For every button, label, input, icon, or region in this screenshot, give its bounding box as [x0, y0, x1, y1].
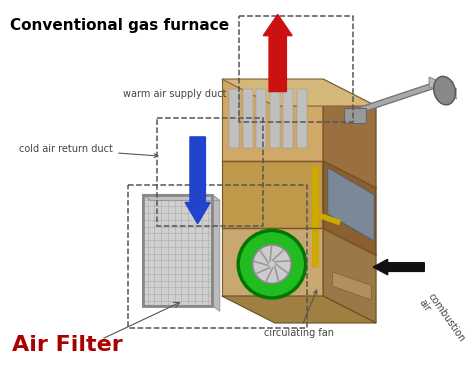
Polygon shape — [222, 161, 323, 229]
Polygon shape — [323, 79, 376, 188]
FancyArrow shape — [373, 259, 424, 275]
Polygon shape — [143, 195, 212, 306]
Text: Air Filter: Air Filter — [11, 335, 122, 355]
Circle shape — [253, 245, 291, 284]
Bar — [239, 17, 353, 123]
Polygon shape — [323, 161, 376, 256]
Polygon shape — [344, 108, 366, 123]
Polygon shape — [349, 82, 453, 111]
Bar — [143, 195, 212, 306]
Polygon shape — [429, 77, 463, 101]
Ellipse shape — [434, 76, 456, 105]
Polygon shape — [143, 195, 220, 200]
Polygon shape — [297, 89, 307, 149]
Polygon shape — [256, 89, 266, 149]
Polygon shape — [243, 89, 253, 149]
Text: combustion
air: combustion air — [417, 291, 467, 350]
FancyArrow shape — [263, 14, 292, 92]
FancyArrow shape — [185, 137, 210, 224]
Polygon shape — [283, 89, 293, 149]
Circle shape — [238, 230, 306, 298]
Polygon shape — [270, 89, 280, 149]
Polygon shape — [323, 229, 376, 323]
Bar — [128, 185, 307, 328]
Polygon shape — [222, 79, 323, 161]
Text: Conventional gas furnace: Conventional gas furnace — [9, 18, 229, 33]
Text: circulating fan: circulating fan — [264, 290, 334, 338]
Polygon shape — [222, 229, 323, 296]
Polygon shape — [333, 272, 371, 300]
Polygon shape — [328, 168, 374, 241]
Polygon shape — [222, 79, 376, 106]
Polygon shape — [222, 296, 376, 323]
Text: cold air return duct: cold air return duct — [19, 144, 158, 158]
Polygon shape — [212, 195, 220, 311]
Polygon shape — [229, 89, 239, 149]
Bar — [157, 118, 263, 226]
Text: warm air supply duct: warm air supply duct — [123, 88, 239, 102]
